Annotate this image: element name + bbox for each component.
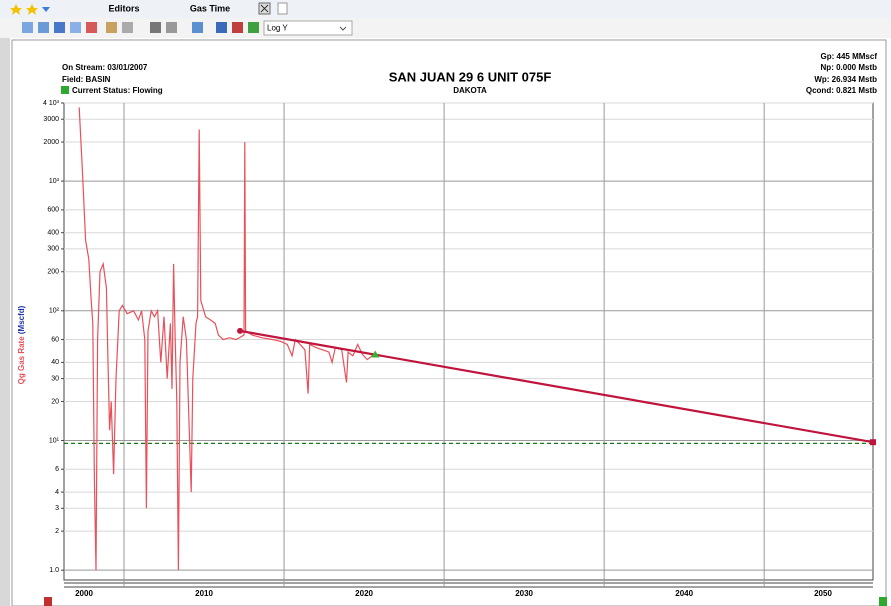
toolbar-icons (22, 22, 259, 33)
y-tick-label: 1.0 (49, 567, 59, 574)
info-left: Field: BASIN (62, 75, 111, 84)
tool-button[interactable] (150, 22, 161, 33)
y-axis-label: Qg Gas Rate (Mscfd) (17, 305, 26, 384)
x-tick-label: 2040 (675, 589, 693, 598)
x-tick-label: 2050 (814, 589, 832, 598)
tab[interactable]: Gas Time (190, 3, 230, 13)
history-line (78, 107, 376, 571)
info-right: Np: 0.000 Mstb (821, 63, 878, 72)
forecast-start (237, 327, 244, 334)
forecast-marker (371, 350, 380, 358)
chart-subtitle: DAKOTA (453, 86, 487, 95)
y-label-part: Qg Gas Rate (17, 336, 26, 385)
star-icon[interactable] (26, 4, 38, 15)
y-tick-label: 3000 (43, 116, 59, 123)
y-tick-label: 10³ (49, 178, 60, 185)
tool-button[interactable] (216, 22, 227, 33)
y-tick-label: 2000 (43, 139, 59, 146)
x-tick-label: 2010 (195, 589, 213, 598)
x-tick-label: 2000 (75, 589, 93, 598)
info-right: Qcond: 0.821 Mstb (806, 86, 877, 95)
dropdown-icon[interactable] (42, 7, 50, 12)
y-tick-label: 3 (55, 505, 59, 512)
y-tick-label: 4 10³ (43, 100, 60, 107)
forecast-line (239, 329, 874, 444)
info-left: Current Status: Flowing (72, 86, 163, 95)
tool-button[interactable] (70, 22, 81, 33)
y-tick-label: 10² (49, 308, 60, 315)
y-tick-label: 200 (47, 269, 59, 276)
info-right: Gp: 445 MMscf (821, 52, 878, 61)
tool-button[interactable] (122, 22, 133, 33)
y-tick-label: 40 (51, 359, 59, 366)
tool-button[interactable] (192, 22, 203, 33)
y-tick-label: 400 (47, 230, 59, 237)
info-right: Wp: 26.934 Mstb (814, 75, 877, 84)
tool-button[interactable] (22, 22, 33, 33)
scale-select-value: Log Y (267, 24, 288, 33)
chart-title: SAN JUAN 29 6 UNIT 075F (389, 69, 552, 84)
y-tick-label: 4 (55, 489, 59, 496)
lock-icon[interactable] (44, 597, 52, 606)
y-tick-label: 600 (47, 207, 59, 214)
y-tick-label: 2 (55, 528, 59, 535)
tool-button[interactable] (248, 22, 259, 33)
tab-bar (0, 0, 891, 18)
tab[interactable]: Editors (108, 3, 139, 13)
y-tick-label: 30 (51, 375, 59, 382)
tool-button[interactable] (166, 22, 177, 33)
tool-button[interactable] (38, 22, 49, 33)
info-left: On Stream: 03/01/2007 (62, 63, 148, 72)
y-tick-label: 20 (51, 398, 59, 405)
tool-button[interactable] (54, 22, 65, 33)
tool-button[interactable] (86, 22, 97, 33)
forecast-end (870, 439, 876, 446)
x-tick-label: 2020 (355, 589, 373, 598)
close-icon (260, 4, 269, 13)
x-tick-label: 2030 (515, 589, 533, 598)
y-tick-label: 6 (55, 466, 59, 473)
side-panel (0, 38, 10, 606)
toolbar (0, 18, 891, 38)
star-icon[interactable] (10, 4, 22, 15)
new-icon[interactable] (277, 2, 288, 15)
select-arrow (339, 26, 347, 31)
tool-button[interactable] (106, 22, 117, 33)
corner-icon[interactable] (879, 597, 887, 606)
y-tick-label: 300 (47, 246, 59, 253)
tool-button[interactable] (232, 22, 243, 33)
y-tick-label: 60 (51, 336, 59, 343)
chart-frame (11, 39, 887, 606)
scale-select[interactable] (263, 20, 353, 36)
y-label-part: (Mscfd) (17, 305, 26, 334)
status-icon[interactable] (61, 86, 69, 94)
y-tick-label: 10¹ (49, 437, 60, 444)
